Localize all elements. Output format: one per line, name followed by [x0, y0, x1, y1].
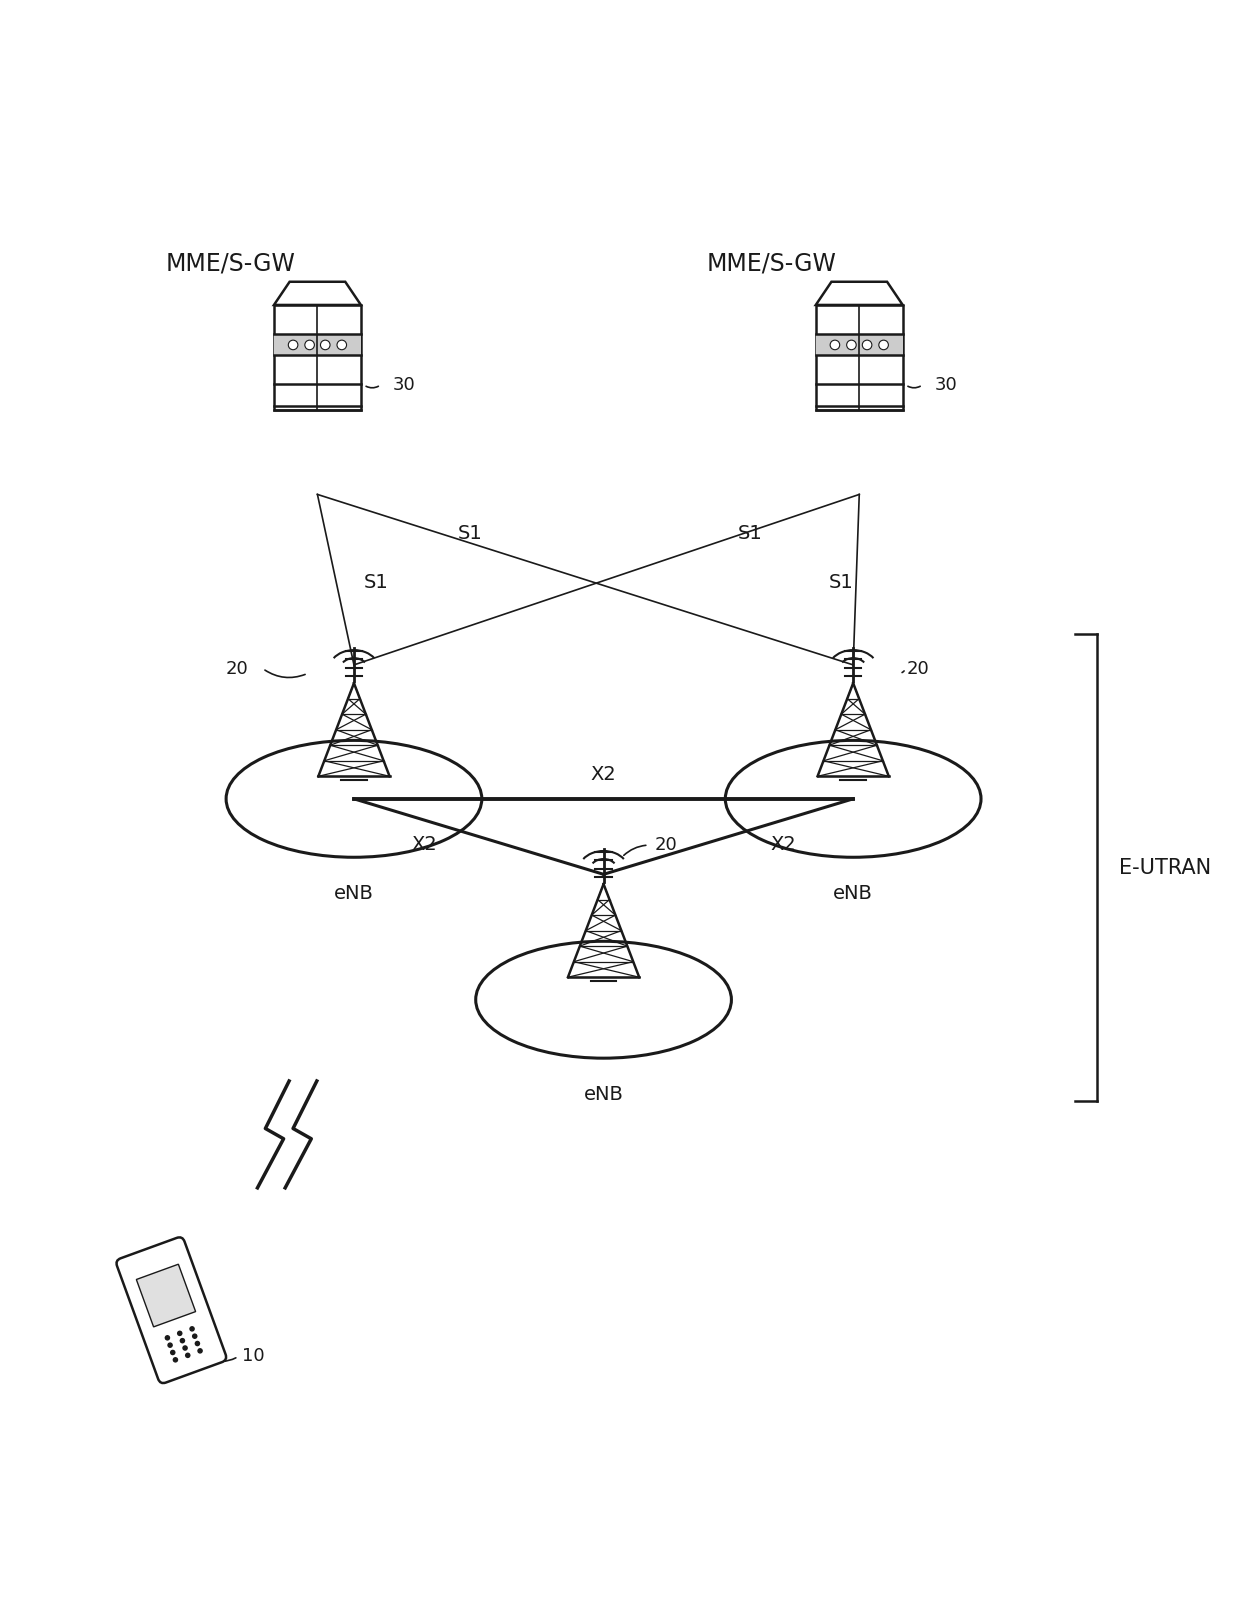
Circle shape: [192, 1335, 197, 1338]
Text: 30: 30: [393, 376, 415, 394]
Bar: [274, 334, 361, 355]
Circle shape: [196, 1341, 200, 1346]
Text: eNB: eNB: [584, 1085, 624, 1105]
Circle shape: [174, 1358, 177, 1362]
Circle shape: [165, 1337, 170, 1340]
Circle shape: [180, 1338, 185, 1343]
Text: S1: S1: [738, 524, 763, 543]
Text: S1: S1: [458, 524, 482, 543]
Text: 20: 20: [226, 660, 249, 678]
Circle shape: [847, 341, 856, 350]
Ellipse shape: [476, 941, 732, 1058]
Circle shape: [320, 341, 330, 350]
Text: X2: X2: [412, 835, 436, 855]
Circle shape: [167, 1343, 172, 1348]
Circle shape: [190, 1327, 195, 1332]
Text: X2: X2: [770, 835, 796, 855]
Text: eNB: eNB: [334, 884, 374, 903]
Text: S1: S1: [828, 573, 853, 592]
Circle shape: [171, 1351, 175, 1354]
Text: 10: 10: [242, 1348, 264, 1366]
Circle shape: [177, 1332, 182, 1335]
Circle shape: [289, 341, 298, 350]
FancyBboxPatch shape: [117, 1238, 226, 1384]
Text: MME/S-GW: MME/S-GW: [165, 251, 295, 276]
Bar: [136, 1264, 196, 1327]
Ellipse shape: [226, 740, 482, 858]
Circle shape: [198, 1350, 202, 1353]
Circle shape: [830, 341, 839, 350]
Text: 20: 20: [655, 835, 677, 855]
Circle shape: [184, 1346, 187, 1350]
Text: eNB: eNB: [833, 884, 873, 903]
Circle shape: [879, 341, 888, 350]
Polygon shape: [816, 282, 903, 305]
Circle shape: [337, 341, 346, 350]
Text: S1: S1: [363, 573, 388, 592]
Text: X2: X2: [590, 766, 616, 783]
Circle shape: [305, 341, 315, 350]
Text: 20: 20: [906, 660, 930, 678]
Text: 30: 30: [935, 376, 957, 394]
Ellipse shape: [725, 740, 981, 858]
Bar: [274, 305, 361, 410]
Circle shape: [862, 341, 872, 350]
Text: MME/S-GW: MME/S-GW: [707, 251, 837, 276]
Text: E-UTRAN: E-UTRAN: [1118, 858, 1210, 878]
Circle shape: [186, 1353, 190, 1358]
Polygon shape: [274, 282, 361, 305]
Bar: [816, 305, 903, 410]
Bar: [816, 334, 903, 355]
